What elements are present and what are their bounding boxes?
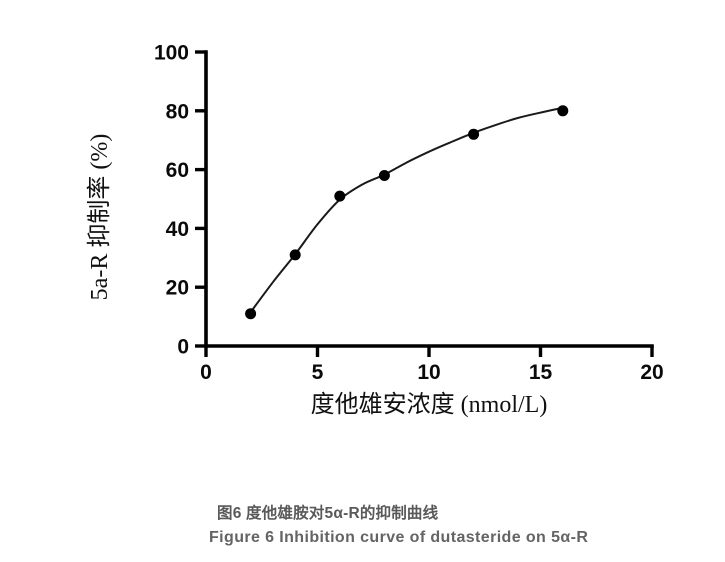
x-tick-label: 0 xyxy=(200,361,212,384)
data-point-marker xyxy=(334,190,346,202)
x-tick-label: 20 xyxy=(640,361,663,384)
y-axis-title: 5a-R 抑制率 (%) xyxy=(86,134,113,301)
y-tick-label: 0 xyxy=(177,336,189,359)
x-axis-title: 度他雄安浓度 (nmol/L) xyxy=(311,391,548,418)
y-tick-label: 20 xyxy=(166,277,189,300)
data-point-marker xyxy=(245,308,257,320)
fitted-curve xyxy=(249,106,564,314)
data-point-marker xyxy=(289,249,301,261)
data-point-marker xyxy=(468,128,480,140)
data-point-marker xyxy=(557,105,569,117)
caption-chinese: 图6 度他雄胺对5α-R的抑制曲线 xyxy=(217,505,439,522)
caption-english: Figure 6 Inhibition curve of dutasteride… xyxy=(209,529,589,546)
y-tick-label: 100 xyxy=(154,42,189,65)
x-tick-label: 10 xyxy=(417,361,440,384)
axis-spine xyxy=(204,50,654,348)
x-tick-label: 5 xyxy=(312,361,324,384)
x-tick-label: 15 xyxy=(529,361,553,384)
y-tick-label: 60 xyxy=(166,159,189,182)
data-point-marker xyxy=(378,170,390,181)
y-tick-label: 40 xyxy=(166,218,189,241)
y-tick-label: 80 xyxy=(166,100,189,123)
inhibition-chart: 0 20 40 60 80 100 0 5 10 15 20 度他雄安浓度 (nmol/L) 5a-R … xyxy=(86,42,664,419)
